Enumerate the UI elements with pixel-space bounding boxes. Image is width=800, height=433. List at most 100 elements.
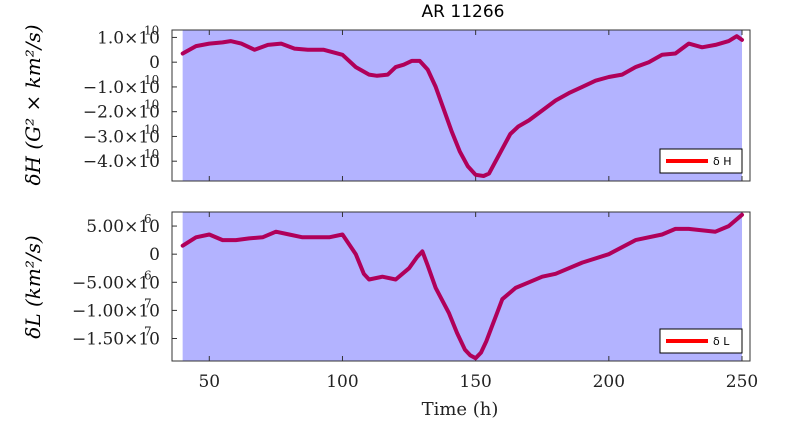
series-point: [456, 332, 458, 334]
series-point: [267, 44, 269, 46]
series-point: [701, 46, 703, 49]
series-point: [408, 267, 410, 270]
series-point: [648, 61, 650, 63]
y-tick-label: 0: [149, 53, 160, 73]
series-point: [394, 278, 397, 281]
series-point: [474, 357, 477, 360]
series-point: [608, 76, 610, 78]
series-point: [464, 349, 466, 351]
y-tick-label: 5.00×10: [86, 217, 160, 237]
series-point: [368, 278, 370, 281]
series-point: [328, 236, 331, 239]
series-line: [180, 34, 744, 178]
series-point: [416, 256, 418, 258]
chart-title: AR 11266: [422, 2, 505, 22]
series-point: [727, 40, 730, 42]
series-point: [621, 73, 623, 76]
series-point: [493, 162, 496, 165]
series-point: [418, 60, 421, 62]
series-point: [450, 130, 453, 133]
y-tick-exponent: 7: [144, 296, 152, 310]
y-tick-exponent: 7: [144, 325, 152, 339]
series-point: [541, 109, 543, 112]
series-point: [426, 68, 429, 71]
series-point: [323, 49, 325, 51]
series-point: [261, 236, 264, 239]
series-point: [528, 281, 530, 284]
y-tick-exponent: 10: [144, 122, 159, 136]
series-point: [288, 233, 291, 236]
series-point: [307, 49, 309, 51]
y-tick-exponent: 6: [144, 268, 152, 282]
series-point: [458, 150, 461, 153]
series-point: [301, 236, 304, 239]
series-point: [434, 287, 437, 289]
series-point: [581, 86, 583, 88]
x-axis-label: Time (h): [422, 399, 499, 420]
series-point: [735, 35, 738, 37]
series-point: [501, 148, 504, 150]
y-tick-label: −3.0×10: [83, 127, 160, 147]
series-point: [368, 73, 370, 76]
x-tick-label: 100: [326, 372, 358, 392]
plot-frame: [171, 29, 751, 182]
series-point: [402, 63, 405, 66]
y-tick-label: −1.00×10: [72, 301, 160, 321]
top-panel: 1.0×10100−1.0×1010−2.0×1010−3.0×1010−4.0…: [83, 23, 751, 182]
series-point: [727, 225, 730, 227]
series-point: [208, 233, 211, 236]
series-point: [208, 42, 211, 45]
series-point: [581, 261, 583, 264]
series-point: [714, 44, 717, 46]
y-tick-exponent: 10: [144, 98, 159, 112]
series-point: [496, 312, 498, 315]
x-tick-label: 150: [459, 372, 491, 392]
series-point: [687, 228, 690, 230]
y-tick-label: 0: [149, 245, 160, 265]
series-point: [469, 354, 472, 357]
series-point: [554, 273, 557, 275]
series-line: [180, 212, 744, 361]
series-point: [221, 239, 224, 241]
series-point: [517, 125, 520, 128]
series-point: [480, 351, 482, 354]
series-point: [474, 174, 477, 176]
series-point: [355, 66, 357, 68]
series-point: [514, 287, 517, 289]
series-point: [387, 73, 389, 76]
series-point: [741, 39, 743, 41]
series-point: [181, 244, 184, 247]
x-tick-label: 50: [198, 372, 220, 392]
series-point: [554, 99, 557, 102]
legend-label: δ L: [713, 335, 730, 348]
series-point: [466, 165, 469, 167]
y-tick-exponent: 10: [144, 147, 159, 161]
series-point: [410, 60, 413, 62]
series-point: [355, 253, 357, 255]
plot-frame: [171, 211, 751, 362]
series-point: [195, 45, 197, 47]
y-tick-label: −5.00×10: [72, 273, 160, 293]
series-point: [528, 119, 530, 122]
series-point: [442, 108, 445, 110]
series-point: [714, 230, 717, 233]
series-point: [687, 42, 690, 45]
x-tick-label: 200: [593, 372, 625, 392]
series-point: [315, 236, 317, 239]
series-point: [608, 253, 610, 255]
series-point: [661, 233, 663, 236]
series-point: [293, 47, 296, 50]
series-point: [195, 236, 197, 239]
y-tick-label: −4.0×10: [83, 152, 160, 172]
series-point: [741, 214, 743, 216]
series-point: [229, 40, 232, 42]
legend-label: δ H: [713, 155, 732, 168]
series-point: [674, 52, 677, 55]
series-point: [363, 273, 365, 275]
series-point: [488, 172, 490, 175]
series-point: [568, 92, 570, 94]
series-point: [253, 49, 256, 51]
x-tick-label: 250: [726, 372, 758, 392]
series-point: [275, 230, 277, 233]
